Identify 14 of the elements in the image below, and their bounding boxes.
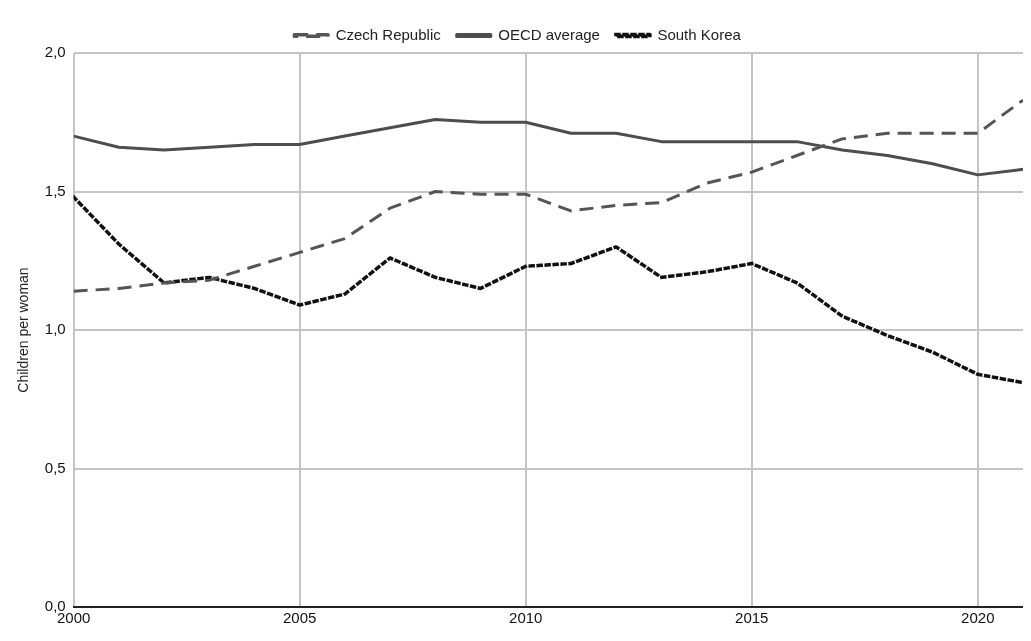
x-tick-label: 2015 <box>735 609 769 627</box>
y-tick-label: 2,0 <box>44 43 66 61</box>
legend-label: Czech Republic <box>335 25 442 43</box>
y-tick-label: 1,0 <box>44 320 66 338</box>
y-tick-label: 1,5 <box>44 181 66 199</box>
x-tick-label: 2010 <box>509 609 543 627</box>
y-tick-label: 0,5 <box>44 458 66 476</box>
legend-label: South Korea <box>657 25 742 43</box>
x-tick-label: 2005 <box>283 609 317 627</box>
y-axis-title: Children per woman <box>15 267 32 393</box>
x-tick-label: 2020 <box>961 609 995 627</box>
line-series <box>73 98 1023 293</box>
line-series <box>73 195 1023 385</box>
legend-label: OECD average <box>498 25 600 43</box>
